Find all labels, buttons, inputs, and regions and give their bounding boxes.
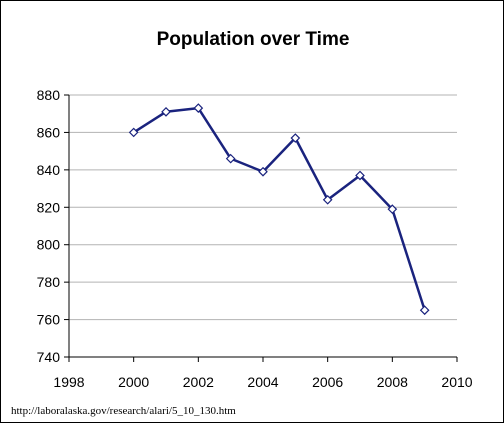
data-point-2005 <box>290 133 301 143</box>
chart-title: Population over Time <box>157 29 350 50</box>
series <box>128 103 430 316</box>
y-tick-label: 800 <box>37 237 61 253</box>
axes <box>64 94 458 362</box>
y-tick-label: 740 <box>37 349 61 365</box>
y-tick-label: 880 <box>37 87 61 103</box>
data-point-2000 <box>128 127 139 138</box>
y-tick-label: 760 <box>37 312 61 328</box>
x-tick-label: 2006 <box>312 374 343 390</box>
tick-labels: 740 760 780 800 820 840 860 880 1998 2000 2002 2004… <box>37 87 473 390</box>
data-point-2001 <box>161 106 171 117</box>
data-point-2009 <box>419 305 430 316</box>
y-tick-label: 840 <box>37 162 61 178</box>
data-point-2006 <box>322 194 333 205</box>
y-tick-label: 780 <box>37 274 61 290</box>
x-tick-label: 2000 <box>118 374 149 390</box>
data-point-2003 <box>225 153 236 164</box>
data-point-2002 <box>193 103 204 113</box>
x-tick-label: 2008 <box>377 374 408 390</box>
y-tick-label: 860 <box>37 124 61 140</box>
x-tick-label: 2004 <box>247 374 278 390</box>
source-url: http://laboralaska.gov/research/alari/5_… <box>11 405 236 417</box>
y-tick-label: 820 <box>37 199 61 215</box>
gridlines <box>69 94 457 321</box>
x-tick-label: 1998 <box>53 374 84 390</box>
data-point-2004 <box>258 166 268 177</box>
x-tick-label: 2010 <box>441 374 472 390</box>
data-point-2007 <box>355 170 365 181</box>
x-tick-label: 2002 <box>183 374 214 390</box>
series-line <box>133 106 426 311</box>
data-point-2008 <box>387 204 398 215</box>
